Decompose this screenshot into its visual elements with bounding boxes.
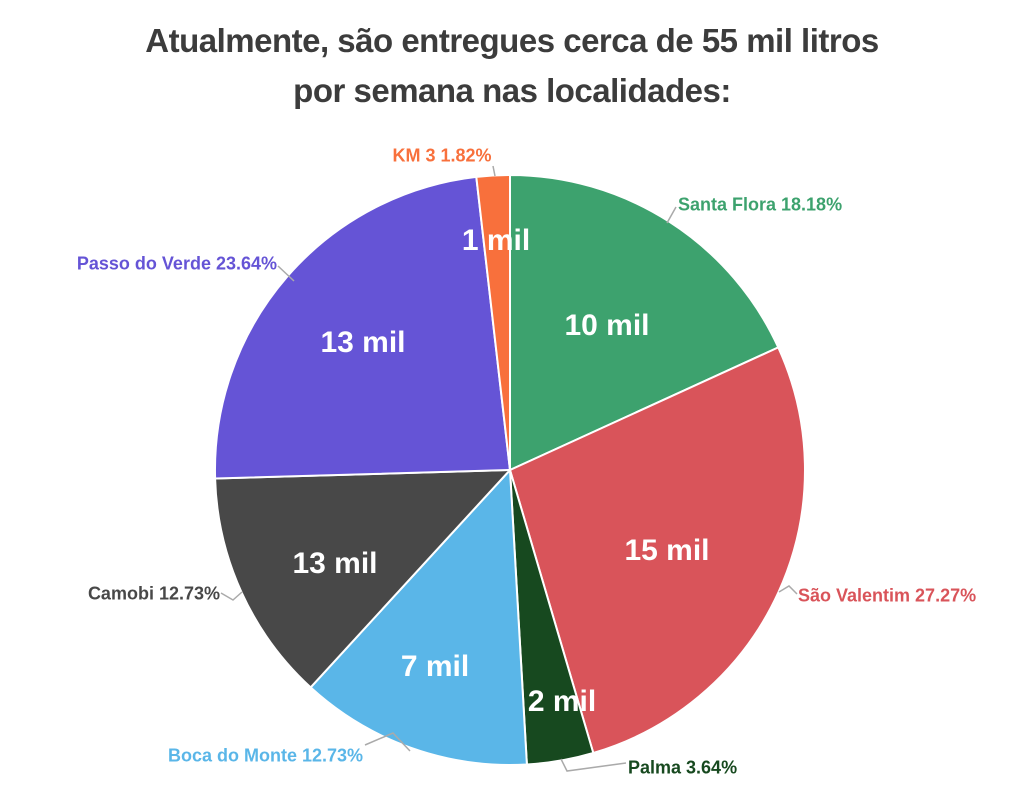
pie-slice-km-3[interactable]	[475, 173, 511, 471]
outer-label-palma: Palma 3.64%	[628, 757, 738, 778]
outer-label-camobi: Camobi 12.73%	[87, 583, 220, 604]
leader-line-palma	[560, 758, 627, 772]
pie-slice-sao-valentim[interactable]	[509, 346, 806, 754]
outer-label-boca-do-monte: Boca do Monte 12.73%	[167, 745, 363, 766]
leader-line-boca-do-monte	[364, 732, 411, 752]
leader-line-santa-flora	[666, 206, 677, 224]
outer-label-km-3: KM 3 1.82%	[392, 145, 492, 166]
slice-value-sao-valentim: 15 mil	[624, 534, 710, 567]
pie-slice-santa-flora[interactable]	[509, 174, 780, 471]
leader-line-passo-do-verde	[277, 265, 295, 282]
chart-title-line2: por semana nas localidades:	[293, 72, 731, 109]
slice-value-km-3: 1 mil	[461, 224, 531, 257]
outer-label-passo-do-verde: Passo do Verde 23.64%	[76, 253, 277, 274]
slice-value-palma: 2 mil	[527, 685, 597, 718]
pie-slice-boca-do-monte[interactable]	[309, 469, 528, 766]
outer-label-sao-valentim: São Valentim 27.27%	[798, 585, 977, 606]
leader-line-km-3	[492, 165, 496, 177]
slice-value-camobi: 13 mil	[292, 547, 378, 580]
leader-line-sao-valentim	[778, 585, 798, 595]
leader-line-camobi	[220, 591, 243, 601]
outer-label-santa-flora: Santa Flora 18.18%	[678, 194, 843, 215]
pie-slice-passo-do-verde[interactable]	[214, 175, 511, 480]
slice-value-boca-do-monte: 7 mil	[400, 650, 470, 683]
chart-title-line1: Atualmente, são entregues cerca de 55 mi…	[145, 22, 879, 59]
slice-value-passo-do-verde: 13 mil	[320, 326, 406, 359]
chart-title: Atualmente, são entregues cerca de 55 mi…	[0, 16, 1024, 116]
slice-value-santa-flora: 10 mil	[564, 309, 650, 342]
